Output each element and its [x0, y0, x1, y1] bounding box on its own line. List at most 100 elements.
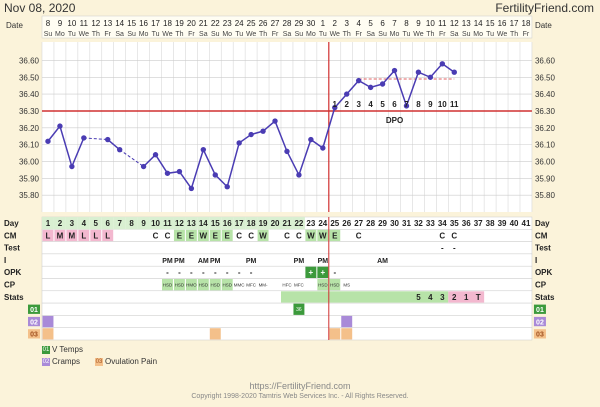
temp-point	[116, 146, 123, 153]
legend-v-temps-swatch: 01	[42, 345, 50, 354]
opk-value: -	[166, 268, 169, 277]
day-number: 5	[94, 219, 99, 228]
date-label: 13	[462, 19, 471, 28]
row-label-left: OPK	[4, 268, 22, 277]
date-header-band	[41, 15, 533, 39]
opk-value: -	[238, 268, 241, 277]
date-label: 10	[67, 19, 76, 28]
cm-cell-bg	[78, 229, 90, 242]
y-tick-label-right: 36.60	[535, 56, 556, 65]
date-label: 6	[380, 19, 385, 28]
cp-cell-bg	[162, 279, 173, 291]
temp-point	[224, 184, 230, 190]
i-value: PM	[246, 258, 257, 265]
cm-value: E	[332, 231, 338, 240]
day-cell-bg	[281, 217, 293, 230]
y-tick-label-left: 36.20	[19, 124, 40, 133]
dpo-label: 4	[368, 100, 373, 109]
weekday-label: Su	[127, 31, 136, 38]
weekday-label: Fr	[355, 31, 362, 38]
day-number: 33	[426, 219, 435, 228]
weekday-label: Tu	[486, 31, 494, 38]
stats-value: 4	[428, 293, 433, 302]
row-band	[41, 253, 533, 267]
date-label: 22	[211, 19, 220, 28]
weekday-label: Fr	[104, 31, 111, 38]
cm-value: C	[248, 231, 254, 240]
day-number: 13	[187, 219, 196, 228]
day-cell-bg	[65, 217, 78, 230]
day-number: 3	[70, 219, 75, 228]
day-number: 7	[117, 219, 122, 228]
weekday-label: Fr	[272, 31, 279, 38]
dpo-label: 1	[333, 100, 338, 109]
temp-point	[320, 145, 326, 151]
cp-value: HSD	[199, 283, 209, 288]
y-tick-label-right: 36.10	[535, 141, 556, 150]
day-cell-bg	[221, 217, 234, 230]
cp-value: HSD	[318, 283, 328, 288]
weekday-label: Sa	[283, 31, 292, 38]
row-label-left: CP	[4, 281, 16, 290]
date-label: 20	[187, 19, 196, 28]
cm-cell-bg	[66, 229, 78, 242]
legend-ovulation-pain-label: Ovulation Pain	[105, 357, 158, 366]
day-number: 23	[306, 219, 315, 228]
date-label: 29	[294, 19, 303, 28]
legend-v-temps-label: V Temps	[52, 345, 83, 354]
temp-point	[296, 172, 302, 178]
test-value: -	[453, 244, 456, 253]
date-label: 15	[127, 19, 136, 28]
row-label-left: 03	[30, 332, 38, 339]
row-02-swatch	[28, 316, 40, 327]
dpo-label: 10	[438, 100, 447, 109]
day-cell-bg	[53, 217, 66, 230]
temp-point	[308, 136, 314, 143]
cm-value: L	[81, 231, 86, 240]
plot-area	[42, 42, 532, 212]
legend-ovulation-pain-swatch: 03	[95, 357, 103, 366]
ov-pain-cell	[341, 328, 353, 340]
vtemp-cell	[293, 303, 305, 315]
site-name[interactable]: FertilityFriend.com	[495, 1, 594, 15]
cm-value: C	[439, 231, 445, 240]
day-number: 29	[378, 219, 387, 228]
cm-cell-bg	[221, 229, 233, 242]
ov-pain-cell	[42, 328, 54, 340]
cm-cell-bg	[305, 229, 317, 242]
weekday-label: Su	[378, 31, 387, 38]
date-label: 9	[58, 19, 63, 28]
day-number: 15	[211, 219, 220, 228]
i-value: AM	[198, 258, 209, 265]
day-number: 10	[151, 219, 160, 228]
weekday-label: Tu	[235, 31, 243, 38]
y-tick-label-right: 36.00	[535, 157, 556, 166]
weekday-label: Mo	[55, 31, 65, 38]
day-cell-bg	[161, 217, 174, 230]
opk-value: -	[250, 268, 253, 277]
day-number: 20	[271, 219, 280, 228]
date-label: 26	[259, 19, 268, 28]
date-row-label: Date	[6, 21, 23, 30]
vtemp-value: 36	[296, 307, 302, 313]
weekday-label: Mo	[139, 31, 149, 38]
date-label: 25	[247, 19, 256, 28]
row-label-left: Stats	[4, 293, 24, 302]
day-number: 17	[235, 219, 244, 228]
y-tick-label-left: 36.00	[19, 157, 40, 166]
cm-value: M	[57, 231, 64, 240]
weekday-label: Sa	[366, 31, 375, 38]
footer-url[interactable]: https://FertilityFriend.com	[249, 381, 351, 391]
temp-line	[47, 124, 85, 169]
temp-line-gap	[83, 137, 108, 141]
row-label-right: 03	[536, 332, 544, 339]
date-label: 8	[46, 19, 51, 28]
i-value: AM	[377, 258, 388, 265]
weekday-label: Su	[295, 31, 304, 38]
y-tick-label-right: 35.90	[535, 174, 556, 183]
day-number: 22	[294, 219, 303, 228]
date-label: 21	[199, 19, 208, 28]
cm-value: C	[153, 231, 159, 240]
temp-point	[200, 146, 207, 153]
day-number: 31	[402, 219, 411, 228]
